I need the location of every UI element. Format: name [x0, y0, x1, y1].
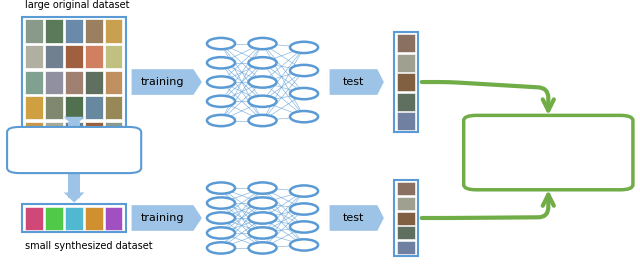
Bar [397, 93, 415, 110]
Circle shape [207, 242, 235, 254]
Bar [26, 19, 44, 43]
Bar [68, 169, 80, 198]
Circle shape [207, 76, 235, 88]
Text: training: training [141, 77, 184, 87]
Circle shape [248, 115, 276, 126]
Text: test: test [343, 77, 364, 87]
Bar [104, 122, 122, 145]
Bar [65, 96, 83, 120]
Text: test: test [343, 213, 364, 223]
Text: large original dataset: large original dataset [25, 0, 129, 10]
Text: training: training [141, 213, 184, 223]
Bar [397, 54, 415, 72]
Circle shape [290, 221, 318, 233]
Bar [104, 19, 122, 43]
Bar [45, 122, 63, 145]
Circle shape [248, 38, 276, 49]
Circle shape [248, 212, 276, 224]
Bar [397, 112, 415, 130]
Circle shape [207, 227, 235, 239]
Circle shape [248, 76, 276, 88]
Bar [104, 207, 122, 230]
Text: dataset
distillation: dataset distillation [43, 135, 105, 163]
Bar [397, 182, 415, 195]
Bar [26, 71, 44, 94]
Bar [397, 197, 415, 210]
Circle shape [248, 183, 276, 194]
Bar [45, 207, 63, 230]
Bar [45, 45, 63, 68]
Circle shape [290, 111, 318, 122]
Polygon shape [330, 69, 384, 95]
Circle shape [290, 65, 318, 76]
Circle shape [290, 185, 318, 197]
Bar [26, 45, 44, 68]
FancyBboxPatch shape [464, 115, 633, 190]
Polygon shape [330, 205, 384, 231]
Bar [65, 122, 83, 145]
Bar [68, 122, 80, 149]
Circle shape [207, 96, 235, 107]
Bar [85, 207, 102, 230]
Bar [85, 45, 102, 68]
Bar [85, 71, 102, 94]
Circle shape [248, 57, 276, 68]
Circle shape [207, 212, 235, 224]
Circle shape [290, 88, 318, 99]
Bar [45, 96, 63, 120]
Circle shape [207, 38, 235, 49]
Bar [45, 71, 63, 94]
Bar [65, 45, 83, 68]
Bar [85, 19, 102, 43]
Circle shape [207, 183, 235, 194]
Bar [26, 122, 44, 145]
Bar [397, 212, 415, 225]
Circle shape [248, 227, 276, 239]
Bar [104, 71, 122, 94]
Text: comparable
performance: comparable performance [498, 137, 598, 168]
Bar [26, 96, 44, 120]
Bar [85, 96, 102, 120]
Text: small synthesized dataset: small synthesized dataset [25, 241, 152, 251]
Circle shape [290, 239, 318, 251]
Circle shape [290, 42, 318, 53]
Polygon shape [64, 193, 84, 202]
Bar [104, 96, 122, 120]
Bar [397, 241, 415, 254]
FancyBboxPatch shape [7, 127, 141, 173]
Circle shape [207, 115, 235, 126]
Bar [26, 207, 44, 230]
Polygon shape [132, 205, 202, 231]
Bar [397, 226, 415, 239]
Circle shape [207, 197, 235, 209]
Bar [45, 19, 63, 43]
Circle shape [207, 57, 235, 68]
Circle shape [248, 96, 276, 107]
Polygon shape [64, 117, 84, 127]
Bar [65, 207, 83, 230]
Circle shape [290, 203, 318, 215]
Bar [397, 35, 415, 52]
Circle shape [248, 197, 276, 209]
Polygon shape [132, 69, 202, 95]
Bar [104, 45, 122, 68]
Bar [65, 19, 83, 43]
Bar [397, 73, 415, 91]
Bar [65, 71, 83, 94]
Bar [85, 122, 102, 145]
Circle shape [248, 242, 276, 254]
